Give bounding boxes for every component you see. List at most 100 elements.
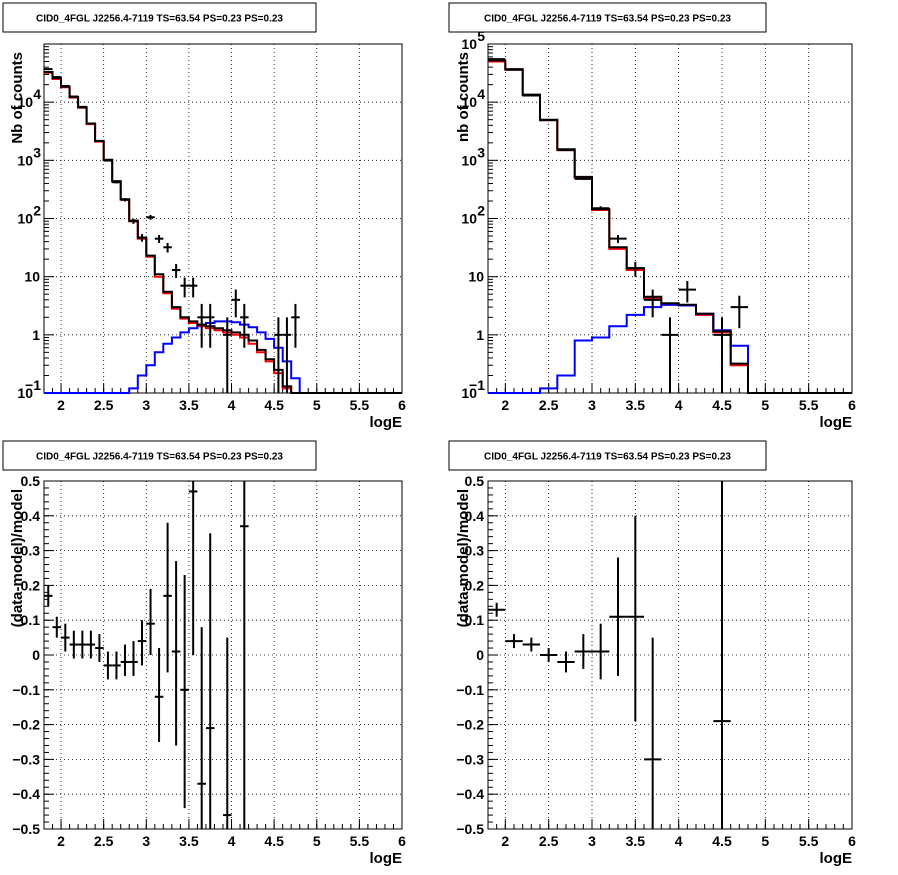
data-point [146, 588, 155, 655]
data-point [137, 620, 147, 666]
data-point [61, 623, 70, 652]
x-tick-label: 6 [848, 397, 856, 413]
data-point [86, 630, 96, 659]
y-tick-exponent: 3 [477, 144, 485, 160]
data-point [223, 637, 232, 829]
data-point [678, 281, 696, 303]
data-point [78, 630, 87, 659]
data-point [540, 648, 558, 662]
x-tick-label: 5.5 [799, 833, 819, 849]
y-tick-label: 0 [476, 647, 484, 663]
y-tick-label: 10 [17, 211, 33, 227]
y-tick-label: 0.4 [21, 508, 41, 524]
data-point [713, 317, 731, 393]
y-tick-label: −0.5 [456, 821, 484, 837]
data-point [129, 218, 138, 224]
y-tick-label: −0.4 [12, 786, 40, 802]
data-point [44, 585, 53, 607]
data-point [240, 303, 249, 348]
data-point [661, 317, 679, 393]
x-tick-label: 6 [398, 833, 406, 849]
data-point [197, 303, 206, 348]
y-tick-exponent: −1 [25, 377, 41, 393]
data-point [180, 277, 189, 298]
y-tick-label: 10 [461, 385, 477, 401]
chart-title: CID0_4FGL J2256.4-7119 TS=63.54 PS=0.23 … [36, 14, 283, 25]
x-tick-label: 4 [675, 833, 683, 849]
data-point [644, 637, 662, 829]
data-point [522, 637, 540, 652]
data-point [505, 634, 523, 649]
x-tick-label: 5 [761, 397, 769, 413]
x-axis-label: logE [820, 850, 853, 867]
y-tick-label: 10 [461, 211, 477, 227]
x-tick-label: 2 [501, 833, 509, 849]
data-point [713, 481, 731, 829]
data-point [540, 119, 558, 122]
data-point [171, 561, 181, 746]
data-point [626, 515, 644, 722]
y-tick-label: 0.4 [465, 508, 485, 524]
x-tick-label: 3.5 [179, 833, 199, 849]
chart-title: CID0_4FGL J2256.4-7119 TS=63.54 PS=0.23 … [484, 14, 731, 25]
y-tick-exponent: 2 [33, 203, 41, 219]
x-tick-label: 3.5 [626, 833, 646, 849]
y-tick-label: 10 [468, 269, 484, 285]
data-point [274, 317, 283, 393]
y-tick-label: −0.1 [12, 682, 40, 698]
data-point [205, 533, 215, 829]
y-tick-exponent: 2 [477, 203, 485, 219]
chart-title: CID0_4FGL J2256.4-7119 TS=63.54 PS=0.23 … [484, 452, 731, 463]
y-tick-exponent: 3 [33, 144, 41, 160]
data-point [120, 198, 130, 202]
data-point [626, 261, 644, 277]
x-tick-label: 3 [142, 397, 150, 413]
data-point [163, 242, 172, 253]
y-tick-label: 0.5 [21, 473, 41, 489]
y-tick-label: −0.3 [456, 751, 484, 767]
data-point [171, 264, 181, 278]
data-point [505, 68, 523, 71]
data-point [86, 122, 96, 125]
data-point [282, 317, 292, 393]
x-tick-label: 6 [398, 397, 406, 413]
y-tick-label: 10 [24, 269, 40, 285]
data-point [154, 648, 164, 742]
data-point [154, 235, 164, 243]
y-tick-label: −0.2 [456, 717, 484, 733]
data-point [240, 481, 249, 829]
plot-frame [43, 480, 403, 830]
x-tick-label: 5 [313, 833, 321, 849]
title-box [448, 440, 767, 471]
data-point [557, 149, 575, 152]
y-tick-label: 0.3 [21, 543, 41, 559]
data-point [129, 641, 138, 676]
y-tick-label: −0.4 [456, 786, 484, 802]
y-tick-label: 10 [17, 152, 33, 168]
x-tick-label: 4.5 [264, 397, 284, 413]
data-point [592, 206, 610, 211]
data-point [609, 557, 627, 676]
y-axis-label: (data-model)/model [9, 489, 26, 627]
x-tick-label: 4 [228, 833, 236, 849]
data-point [61, 84, 70, 87]
x-tick-label: 5 [761, 833, 769, 849]
y-tick-exponent: −1 [469, 377, 485, 393]
x-tick-label: 3.5 [179, 397, 199, 413]
data-point [197, 627, 206, 829]
data-point [146, 214, 155, 220]
data-point [557, 651, 575, 673]
x-tick-label: 6 [848, 833, 856, 849]
data-point [522, 94, 540, 97]
title-box [2, 2, 317, 33]
x-tick-label: 4.5 [712, 397, 732, 413]
data-point [644, 289, 662, 318]
x-tick-label: 2.5 [94, 833, 114, 849]
x-tick-label: 5.5 [799, 397, 819, 413]
chart-panel-3: 2 2.5 3 3.5 4 4.5 5 5.5 6 0.5 0.4 0.3 0.2 0.1 0 −0.1 −0.… [2, 440, 406, 867]
y-tick-label: 10 [461, 36, 477, 52]
x-tick-label: 3.5 [626, 397, 646, 413]
